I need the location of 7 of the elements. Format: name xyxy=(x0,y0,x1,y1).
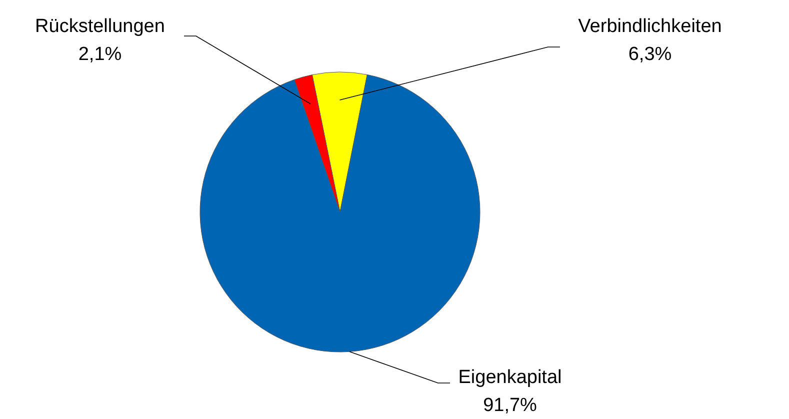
slice-label: Verbindlichkeiten xyxy=(578,16,722,37)
data-label: 91,7% xyxy=(483,395,538,416)
slice-label: Rückstellungen xyxy=(35,16,165,37)
pie-slice xyxy=(200,74,480,352)
slice-label: Eigenkapital xyxy=(458,367,562,388)
data-label: 6,3% xyxy=(628,44,672,65)
data-label: 2,1% xyxy=(78,44,122,65)
